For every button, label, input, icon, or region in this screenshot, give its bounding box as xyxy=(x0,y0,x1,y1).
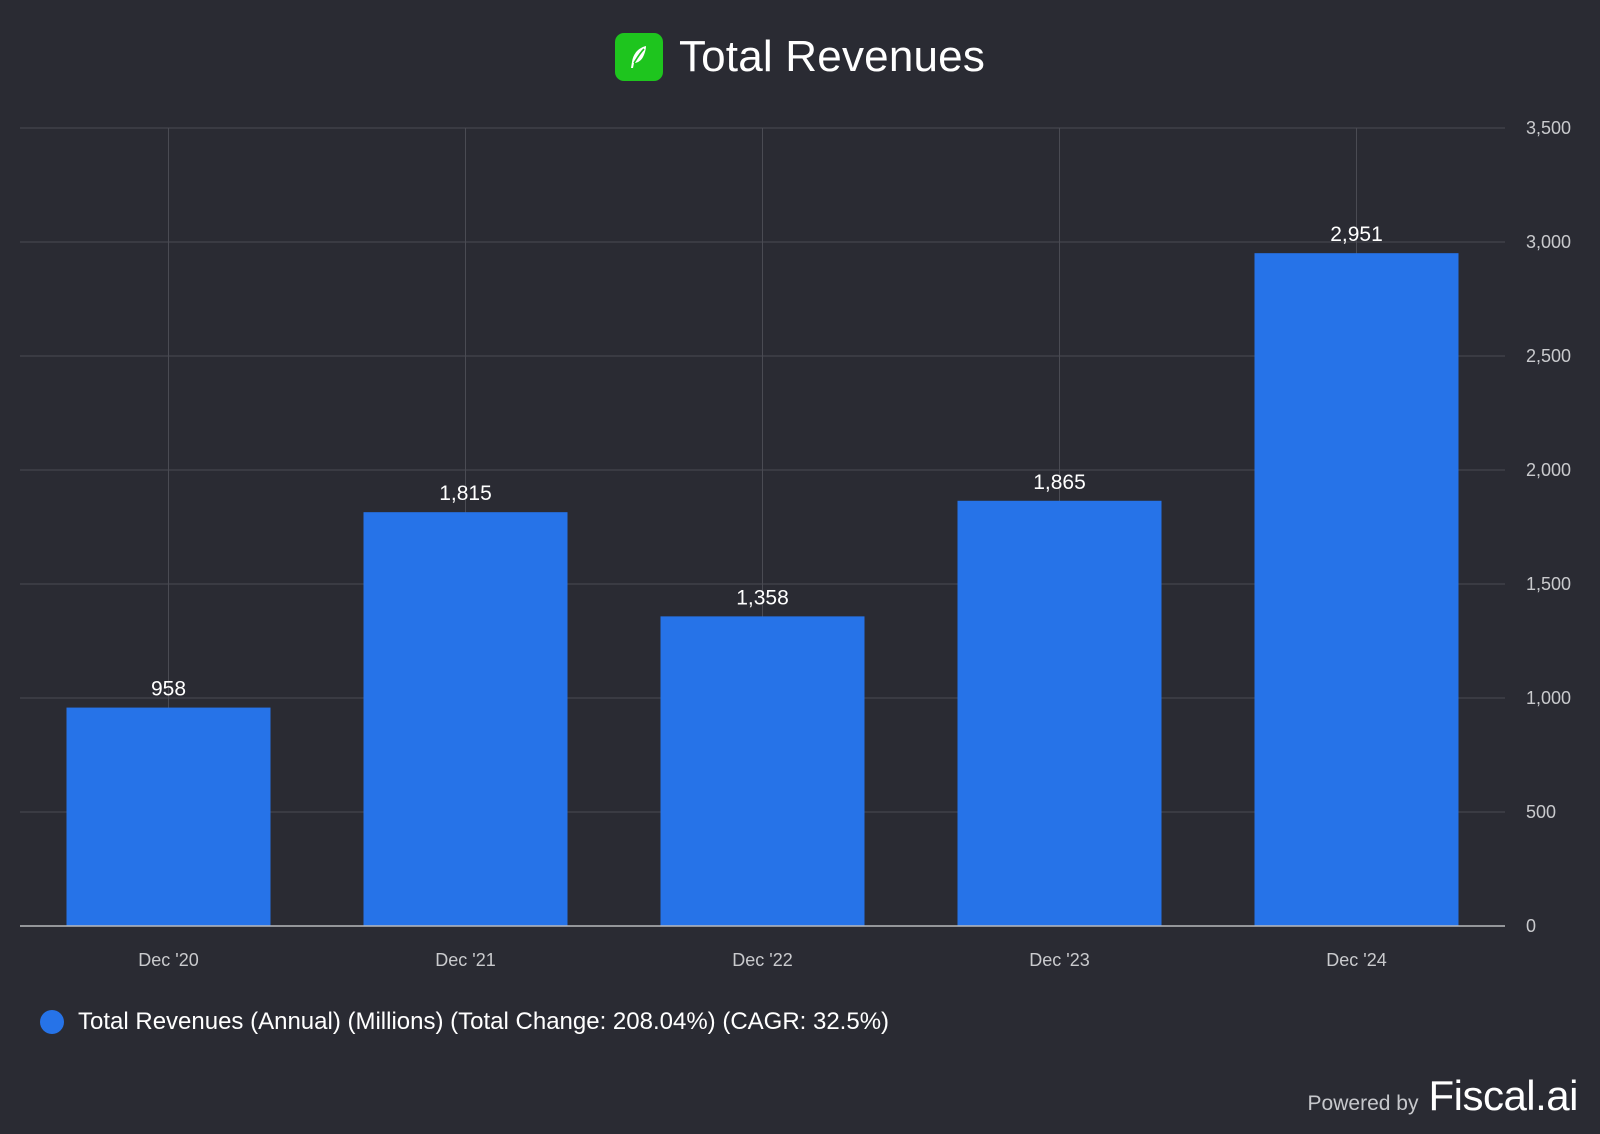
x-tick-label: Dec '22 xyxy=(732,950,792,970)
bar xyxy=(957,500,1162,926)
bar-value-label: 1,815 xyxy=(439,482,492,505)
x-tick-label: Dec '23 xyxy=(1029,950,1089,970)
legend-marker xyxy=(40,1010,64,1034)
y-tick-label: 500 xyxy=(1526,802,1556,822)
y-tick-label: 2,000 xyxy=(1526,460,1571,480)
bar xyxy=(66,707,271,926)
x-tick-label: Dec '20 xyxy=(138,950,198,970)
y-tick-label: 3,500 xyxy=(1526,118,1571,138)
bar-value-label: 1,865 xyxy=(1033,471,1086,494)
powered-by-badge[interactable]: Powered by Fiscal.ai xyxy=(1307,1072,1579,1120)
legend-label: Total Revenues (Annual) (Millions) (Tota… xyxy=(78,1008,890,1035)
y-tick-label: 2,500 xyxy=(1526,346,1571,366)
bar-value-label: 958 xyxy=(151,678,186,701)
bar-value-label: 2,951 xyxy=(1330,223,1383,246)
y-tick-label: 1,500 xyxy=(1526,574,1571,594)
powered-by-label: Powered by xyxy=(1307,1092,1419,1115)
chart-title: Total Revenues xyxy=(678,32,986,81)
chart-header: Total Revenues xyxy=(0,32,1600,82)
x-tick-label: Dec '21 xyxy=(435,950,495,970)
y-tick-label: 1,000 xyxy=(1526,688,1571,708)
y-tick-label: 0 xyxy=(1526,916,1536,936)
feather-icon xyxy=(614,33,663,81)
bar xyxy=(660,616,865,926)
brand-logo: Fiscal.ai xyxy=(1428,1072,1578,1119)
legend[interactable]: Total Revenues (Annual) (Millions) (Tota… xyxy=(40,1008,889,1036)
bar xyxy=(1254,253,1459,926)
y-tick-label: 3,000 xyxy=(1526,232,1571,252)
x-tick-label: Dec '24 xyxy=(1326,950,1386,970)
bar-value-label: 1,358 xyxy=(736,586,789,609)
bar xyxy=(363,512,568,926)
